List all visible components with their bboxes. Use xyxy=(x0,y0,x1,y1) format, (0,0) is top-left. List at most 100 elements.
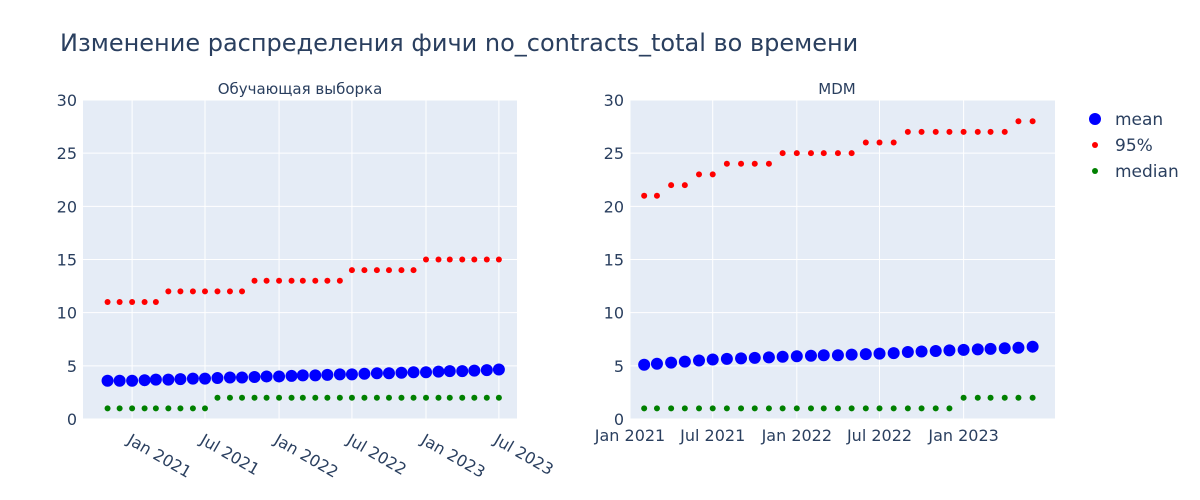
point-mean[interactable] xyxy=(943,344,956,357)
point-median[interactable] xyxy=(263,394,270,401)
point-95[interactable] xyxy=(116,299,123,306)
point-median[interactable] xyxy=(1029,394,1036,401)
point-mean[interactable] xyxy=(971,343,984,356)
point-median[interactable] xyxy=(141,405,148,412)
point-median[interactable] xyxy=(834,405,841,412)
point-95[interactable] xyxy=(779,150,786,157)
point-median[interactable] xyxy=(361,394,368,401)
point-mean[interactable] xyxy=(248,370,261,383)
point-95[interactable] xyxy=(459,256,466,263)
point-mean[interactable] xyxy=(382,367,395,380)
point-95[interactable] xyxy=(765,160,772,167)
point-95[interactable] xyxy=(696,171,703,178)
point-mean[interactable] xyxy=(138,374,151,387)
point-mean[interactable] xyxy=(638,358,651,371)
point-mean[interactable] xyxy=(1026,340,1039,353)
point-95[interactable] xyxy=(348,267,355,274)
point-mean[interactable] xyxy=(1012,341,1025,354)
point-median[interactable] xyxy=(918,405,925,412)
point-mean[interactable] xyxy=(370,367,383,380)
point-mean[interactable] xyxy=(296,369,309,382)
point-95[interactable] xyxy=(471,256,478,263)
point-median[interactable] xyxy=(385,394,392,401)
point-mean[interactable] xyxy=(804,349,817,362)
point-median[interactable] xyxy=(177,405,184,412)
point-95[interactable] xyxy=(446,256,453,263)
point-mean[interactable] xyxy=(776,350,789,363)
point-median[interactable] xyxy=(348,394,355,401)
point-95[interactable] xyxy=(668,182,675,189)
point-median[interactable] xyxy=(1015,394,1022,401)
point-95[interactable] xyxy=(834,150,841,157)
point-95[interactable] xyxy=(862,139,869,146)
point-95[interactable] xyxy=(751,160,758,167)
point-median[interactable] xyxy=(336,394,343,401)
point-mean[interactable] xyxy=(901,346,914,359)
point-95[interactable] xyxy=(361,267,368,274)
point-mean[interactable] xyxy=(420,366,433,379)
point-median[interactable] xyxy=(876,405,883,412)
point-mean[interactable] xyxy=(358,367,371,380)
point-mean[interactable] xyxy=(186,372,199,385)
point-95[interactable] xyxy=(932,128,939,135)
point-mean[interactable] xyxy=(468,364,481,377)
point-95[interactable] xyxy=(299,277,306,284)
point-95[interactable] xyxy=(653,192,660,199)
point-median[interactable] xyxy=(423,394,430,401)
point-95[interactable] xyxy=(876,139,883,146)
point-median[interactable] xyxy=(1001,394,1008,401)
point-mean[interactable] xyxy=(957,343,970,356)
point-mean[interactable] xyxy=(831,349,844,362)
point-median[interactable] xyxy=(807,405,814,412)
point-mean[interactable] xyxy=(998,342,1011,355)
point-mean[interactable] xyxy=(887,347,900,360)
point-median[interactable] xyxy=(974,394,981,401)
point-median[interactable] xyxy=(288,394,295,401)
point-95[interactable] xyxy=(189,288,196,295)
point-mean[interactable] xyxy=(984,342,997,355)
point-95[interactable] xyxy=(483,256,490,263)
point-median[interactable] xyxy=(904,405,911,412)
point-95[interactable] xyxy=(709,171,716,178)
point-mean[interactable] xyxy=(260,370,273,383)
point-median[interactable] xyxy=(960,394,967,401)
point-median[interactable] xyxy=(152,405,159,412)
point-mean[interactable] xyxy=(345,368,358,381)
point-median[interactable] xyxy=(116,405,123,412)
point-95[interactable] xyxy=(165,288,172,295)
point-95[interactable] xyxy=(288,277,295,284)
point-median[interactable] xyxy=(848,405,855,412)
point-median[interactable] xyxy=(435,394,442,401)
point-median[interactable] xyxy=(398,394,405,401)
point-95[interactable] xyxy=(495,256,502,263)
point-mean[interactable] xyxy=(407,366,420,379)
point-mean[interactable] xyxy=(333,368,346,381)
point-mean[interactable] xyxy=(678,355,691,368)
point-mean[interactable] xyxy=(126,374,139,387)
point-95[interactable] xyxy=(820,150,827,157)
legend-item-95[interactable]: 95% xyxy=(1092,136,1153,156)
point-95[interactable] xyxy=(239,288,246,295)
point-mean[interactable] xyxy=(735,352,748,365)
legend[interactable]: mean 95% median xyxy=(1089,110,1179,182)
point-95[interactable] xyxy=(104,299,111,306)
point-95[interactable] xyxy=(129,299,136,306)
point-mean[interactable] xyxy=(817,349,830,362)
point-median[interactable] xyxy=(189,405,196,412)
point-median[interactable] xyxy=(471,394,478,401)
point-95[interactable] xyxy=(890,139,897,146)
point-mean[interactable] xyxy=(101,374,114,387)
point-median[interactable] xyxy=(946,405,953,412)
point-mean[interactable] xyxy=(223,371,236,384)
point-95[interactable] xyxy=(177,288,184,295)
point-95[interactable] xyxy=(435,256,442,263)
point-95[interactable] xyxy=(807,150,814,157)
point-95[interactable] xyxy=(263,277,270,284)
point-median[interactable] xyxy=(251,394,258,401)
point-median[interactable] xyxy=(668,405,675,412)
point-mean[interactable] xyxy=(321,368,334,381)
point-95[interactable] xyxy=(723,160,730,167)
point-mean[interactable] xyxy=(480,364,493,377)
point-median[interactable] xyxy=(299,394,306,401)
point-median[interactable] xyxy=(709,405,716,412)
